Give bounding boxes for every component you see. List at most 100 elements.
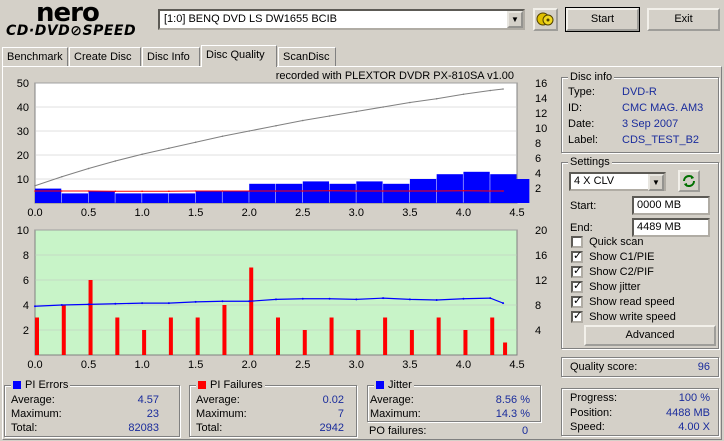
pif-total-point [301, 190, 304, 192]
advanced-button[interactable]: Advanced [584, 325, 716, 346]
quick-scan-checkbox[interactable]: Quick scan [571, 236, 643, 249]
pif-x-tick-label: 2.0 [242, 359, 257, 370]
pie-x-tick-label: 0.0 [27, 207, 42, 219]
position-value: 4488 MB [665, 407, 710, 419]
show-read-speed-checkbox[interactable]: Show read speed [571, 294, 675, 309]
pif-x-tick-label: 1.5 [188, 359, 203, 370]
start-mb-input[interactable]: 0000 MB [632, 196, 710, 215]
jitter-title: Jitter [374, 379, 414, 391]
read-speed-point [409, 101, 411, 104]
pif-x-tick-label: 3.0 [349, 359, 364, 370]
pi-failures-total-value: 2942 [319, 422, 344, 434]
show-pif-check[interactable] [571, 264, 583, 279]
show-jitter-label: Show jitter [589, 281, 641, 293]
pi-errors-chart: 0.0 0.5 1.0 1.5 2.0 2.5 3.0 3.5 4.0 4.5 10 20 30 40 50… [17, 78, 548, 219]
jitter-stats: Jitter Average: 8.56 % Maximum: 14.3 % [367, 379, 541, 422]
read-speed-point [435, 97, 438, 100]
read-speed-point [194, 141, 197, 144]
refresh-speeds-button[interactable] [678, 170, 700, 192]
show-write-speed-checkbox[interactable]: Show write speed [571, 309, 676, 324]
jitter-point [194, 300, 197, 303]
chevron-down-icon[interactable]: ▼ [648, 174, 664, 191]
pi-errors-swatch [13, 381, 21, 390]
logo-nero-text: nero [36, 0, 100, 28]
pif-total-point [194, 190, 197, 192]
refresh-drive-button[interactable] [533, 8, 558, 31]
show-write-speed-check[interactable] [571, 309, 583, 324]
pif-bar [61, 305, 66, 355]
show-pie-check[interactable] [571, 249, 583, 264]
pif-bar [463, 330, 468, 355]
disc-label-label: Label: [568, 134, 598, 146]
read-speed-point [275, 124, 277, 127]
read-speed-point [382, 106, 384, 108]
pif-y-tick-label: 10 [17, 225, 29, 237]
pie-bar [249, 183, 276, 203]
pie-bar [503, 179, 530, 203]
pif-y-tick-label: 6 [23, 275, 29, 287]
pif-y2-tick-label: 12 [535, 275, 547, 287]
tab-scandisc[interactable]: ScanDisc [278, 47, 336, 67]
show-pif-checkbox[interactable]: Show C2/PIF [571, 264, 654, 279]
read-speed-point [462, 93, 465, 96]
end-mb-input[interactable]: 4489 MB [632, 218, 710, 237]
tab-create-disc[interactable]: Create Disc [69, 47, 141, 67]
disc-id-value: CMC MAG. AM3 [622, 102, 704, 114]
pif-total-point [141, 190, 143, 193]
pif-bar [383, 317, 388, 355]
disc-date-value: 3 Sep 2007 [622, 118, 679, 130]
jitter-maximum-label: Maximum: [370, 408, 421, 420]
tab-benchmark[interactable]: Benchmark [2, 47, 68, 67]
disc-quality-panel [2, 66, 722, 440]
pie-y-tick-label: 20 [17, 150, 29, 162]
jitter-point [502, 302, 505, 305]
read-speed-point [87, 167, 90, 170]
pie-x-tick-label: 2.0 [242, 207, 257, 219]
pif-bar [88, 280, 93, 355]
jitter-maximum-value: 14.3 % [495, 408, 530, 420]
jitter-swatch [376, 381, 384, 390]
read-speed-point [301, 119, 304, 122]
start-mb-label: Start: [570, 200, 597, 212]
read-speed-point [34, 184, 36, 187]
speed-label: Speed: [570, 421, 605, 433]
show-jitter-check[interactable] [571, 279, 583, 294]
jitter-point [167, 302, 170, 305]
quick-scan-check[interactable] [571, 236, 583, 249]
pif-bar [249, 267, 254, 355]
jitter-point [275, 298, 277, 301]
pif-bar [276, 317, 280, 355]
drive-select[interactable]: [1:0] BENQ DVD LS DW1655 BCIB ▼ [158, 9, 525, 30]
pi-errors-maximum-label: Maximum: [11, 408, 62, 420]
pif-bar [490, 317, 495, 355]
jitter-point [34, 305, 36, 308]
chevron-down-icon[interactable]: ▼ [507, 11, 523, 28]
pif-x-tick-label: 1.0 [134, 359, 149, 370]
jitter-point [382, 297, 385, 300]
pif-total-point [382, 190, 384, 192]
show-jitter-checkbox[interactable]: Show jitter [571, 279, 641, 294]
pif-total-point [168, 190, 170, 193]
pie-y2-tick-label: 6 [535, 153, 541, 165]
progress-label: Progress: [570, 392, 618, 404]
exit-button[interactable]: Exit [647, 8, 720, 31]
disc-info-group: Disc info Type: DVD-R ID: CMC MAG. AM3 D… [561, 71, 719, 153]
pi-failures-average-value: 0.02 [322, 394, 344, 406]
tab-disc-quality[interactable]: Disc Quality [201, 45, 277, 67]
read-speed-point [502, 88, 504, 90]
speed-select-value: 4 X CLV [574, 175, 615, 187]
pif-total-point [489, 190, 492, 192]
show-pie-checkbox[interactable]: Show C1/PIE [571, 249, 654, 264]
speed-select[interactable]: 4 X CLV ▼ [569, 172, 666, 191]
pie-bar [383, 183, 410, 203]
pif-x-tick-label: 0.0 [27, 359, 42, 370]
read-speed-point [355, 110, 358, 113]
pif-x-tick-label: 3.5 [402, 359, 417, 370]
pie-bar [329, 183, 356, 203]
pif-total-point [87, 190, 90, 192]
pie-x-tick-label: 1.0 [134, 207, 149, 219]
speed-value: 4.00 X [678, 421, 710, 433]
tab-disc-info[interactable]: Disc Info [142, 47, 200, 67]
start-button[interactable]: Start [565, 7, 640, 32]
show-read-speed-check[interactable] [571, 294, 583, 309]
